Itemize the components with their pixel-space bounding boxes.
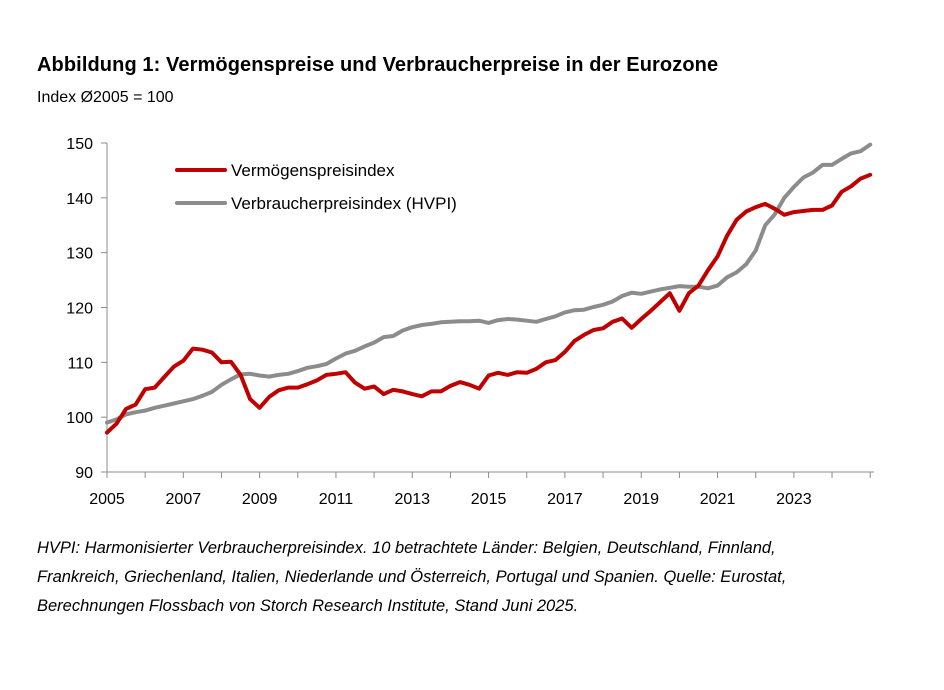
x-tick-label: 2013 xyxy=(394,491,430,508)
y-tick-label: 110 xyxy=(67,355,93,372)
x-tick-label: 2005 xyxy=(89,491,125,508)
footnote: HVPI: Harmonisierter Verbraucherpreisind… xyxy=(37,534,937,621)
x-tick-label: 2011 xyxy=(319,491,354,508)
footnote-line-2: Frankreich, Griechenland, Italien, Niede… xyxy=(37,568,787,586)
footnote-line-1: HVPI: Harmonisierter Verbraucherpreisind… xyxy=(37,539,776,557)
series-line-hvpi xyxy=(105,142,873,425)
x-tick-label: 2019 xyxy=(623,491,659,508)
x-tick-label: 2007 xyxy=(166,491,202,508)
x-tick-label: 2009 xyxy=(242,491,278,508)
y-tick-label: 140 xyxy=(66,191,93,208)
y-tick-label: 100 xyxy=(66,410,93,427)
y-tick-label: 150 xyxy=(66,136,93,153)
x-tick-label: 2017 xyxy=(547,491,583,508)
chart-title: Abbildung 1: Vermögenspreise und Verbrau… xyxy=(37,54,719,76)
y-tick-label: 120 xyxy=(66,301,93,318)
series-line-vermoegenspreisindex xyxy=(105,172,873,435)
chart-axes: 90 100 110 120 130 140 150 2005 2007 2009 2011 2013… xyxy=(66,136,874,508)
x-tick-label: 2023 xyxy=(776,491,812,508)
y-tick-label: 130 xyxy=(66,246,93,263)
chart-series xyxy=(105,142,873,435)
footnote-line-3: Berechnungen Flossbach von Storch Resear… xyxy=(37,597,579,615)
legend-label: Vermögenspreisindex xyxy=(231,161,395,180)
chart-legend: Vermögenspreisindex Verbraucherpreisindex… xyxy=(175,161,457,213)
y-tick-label: 90 xyxy=(75,465,93,482)
chart-subtitle: Index Ø2005 = 100 xyxy=(37,89,174,106)
legend-label: Verbraucherpreisindex (HVPI) xyxy=(231,194,457,213)
x-tick-label: 2021 xyxy=(700,491,736,508)
x-tick-label: 2015 xyxy=(471,491,507,508)
